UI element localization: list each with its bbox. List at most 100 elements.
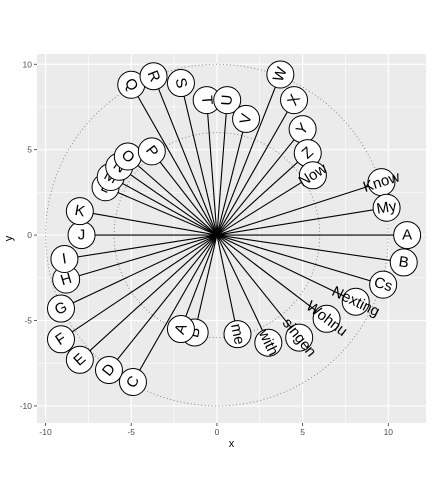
- x-tick-label: 5: [300, 427, 305, 437]
- x-tick-label: -10: [39, 427, 52, 437]
- node: W: [266, 60, 295, 89]
- y-tick-label: 5: [27, 145, 32, 155]
- node-circle: [65, 345, 94, 374]
- x-axis-ticks: -10 -5 0 5 10: [39, 423, 393, 437]
- node: C: [118, 368, 147, 396]
- node-circle: [232, 104, 261, 133]
- spoke: [216, 174, 314, 236]
- node-label: S: [171, 76, 190, 90]
- node: O: [113, 142, 142, 171]
- node-label: K: [73, 202, 86, 220]
- spoke: [216, 234, 300, 338]
- node: U: [213, 86, 242, 115]
- node-circle: [280, 86, 309, 115]
- node-label: me: [227, 322, 248, 346]
- node: me: [223, 320, 252, 349]
- node-circle: [94, 356, 123, 385]
- y-tick-label: -10: [20, 401, 33, 411]
- node-circle: [65, 197, 94, 226]
- spoke: [216, 152, 309, 236]
- node-circle: [372, 193, 401, 222]
- node: X: [280, 86, 309, 115]
- node-circle: [137, 137, 166, 166]
- node: G: [46, 294, 75, 323]
- spoke: [216, 128, 304, 236]
- node-circle: [393, 221, 422, 250]
- spoke: [216, 99, 295, 236]
- node: V: [232, 104, 261, 133]
- node: F: [46, 325, 75, 354]
- spoke: [216, 181, 382, 236]
- spoke: [79, 210, 218, 236]
- spoke: [127, 156, 218, 236]
- node: B: [389, 248, 418, 277]
- spoke: [108, 234, 218, 371]
- spoke: [216, 207, 387, 236]
- spokes: [60, 74, 408, 383]
- spoke: [180, 82, 218, 236]
- spoke: [79, 234, 218, 361]
- x-tick-label: 10: [384, 427, 394, 437]
- spoke: [130, 84, 218, 236]
- node-label: My: [375, 198, 398, 218]
- node-circle: [166, 69, 195, 98]
- node-label: V: [237, 112, 256, 126]
- node-label: U: [218, 94, 236, 106]
- spoke: [206, 100, 218, 236]
- node-circle: [341, 287, 370, 316]
- spoke: [216, 100, 228, 236]
- spoke: [194, 234, 218, 333]
- node: J: [67, 221, 96, 250]
- node: My: [372, 193, 401, 222]
- spoke: [216, 118, 247, 236]
- node-circle: [50, 245, 79, 273]
- node-label: W: [270, 64, 291, 84]
- node: with: [254, 326, 283, 358]
- y-tick-label: 0: [27, 230, 32, 240]
- spoke: [132, 234, 218, 383]
- spoke: [216, 234, 356, 303]
- node: S: [166, 69, 195, 98]
- x-tick-label: -5: [127, 427, 135, 437]
- node-circle: [166, 315, 195, 344]
- node: A: [393, 221, 422, 250]
- node-label: J: [78, 227, 86, 244]
- spoke: [180, 234, 218, 330]
- node-circle: [223, 320, 252, 349]
- node-circle: [312, 304, 341, 333]
- node: A: [166, 315, 195, 344]
- y-tick-label: 10: [23, 59, 33, 69]
- node: D: [94, 356, 123, 385]
- node: E: [65, 345, 94, 374]
- node: Y: [288, 115, 317, 144]
- node-circle: [46, 294, 75, 323]
- node-circle: [254, 328, 283, 357]
- node: I: [50, 245, 79, 273]
- node-circle: [389, 248, 418, 277]
- spoke: [64, 234, 218, 260]
- node-circle: [118, 368, 147, 396]
- y-axis-ticks: -10 -5 0 5 10: [20, 59, 37, 411]
- node-circle: [266, 60, 295, 89]
- spoke: [153, 76, 218, 236]
- spoke: [216, 74, 281, 236]
- node-label: T: [198, 95, 216, 105]
- spoke: [216, 234, 269, 343]
- spoke: [60, 234, 218, 310]
- spoke: [216, 234, 384, 286]
- node-label: B: [398, 253, 410, 271]
- spoke: [151, 151, 218, 236]
- x-axis-title: x: [229, 438, 235, 450]
- spoke: [216, 234, 327, 320]
- spoke: [118, 166, 218, 236]
- spoke: [65, 234, 218, 281]
- node: P: [137, 137, 166, 166]
- node: K: [65, 197, 94, 226]
- node: R: [139, 62, 168, 91]
- node-label: A: [402, 227, 412, 244]
- node: H: [52, 265, 81, 294]
- spoke: [105, 186, 218, 236]
- node-circle: [369, 270, 398, 299]
- node-label: I: [61, 250, 68, 267]
